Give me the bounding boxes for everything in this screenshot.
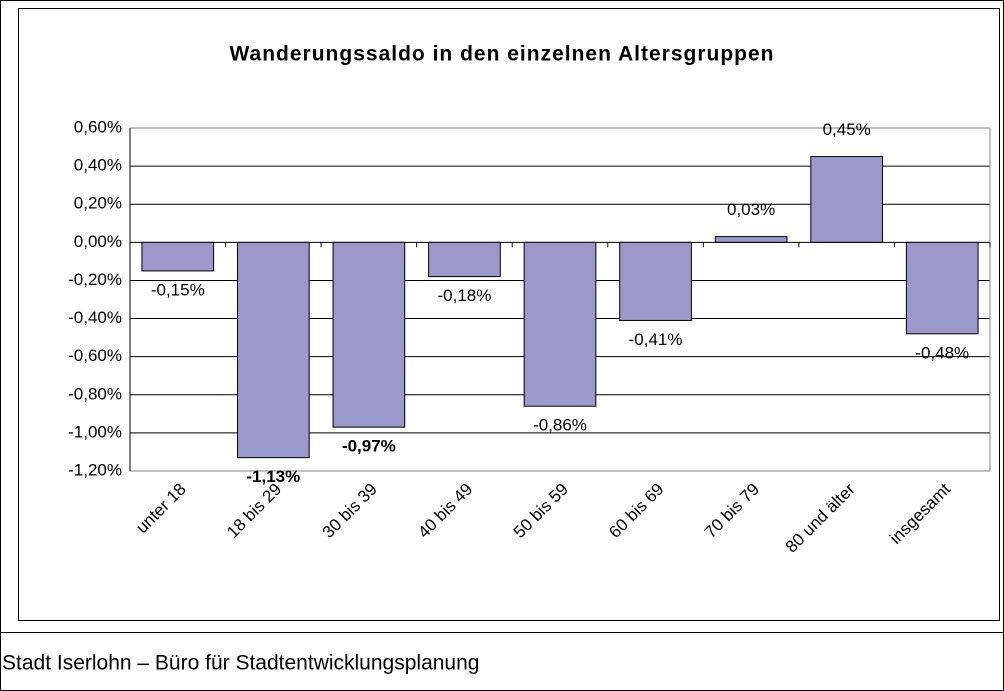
y-tick-label: 0,20% xyxy=(74,194,122,213)
bar xyxy=(810,156,883,243)
bar xyxy=(141,241,215,272)
y-tick-label: -1,20% xyxy=(68,460,122,479)
value-label: -1,13% xyxy=(246,467,300,486)
chart-frame xyxy=(18,8,1000,621)
y-tick-label: -0,20% xyxy=(68,270,122,289)
bar xyxy=(619,241,692,321)
value-label: -0,41% xyxy=(629,330,683,349)
chart-title: Wanderungssaldo in den einzelnen Altersg… xyxy=(230,43,775,66)
value-label: -0,18% xyxy=(438,286,492,305)
value-label: -0,15% xyxy=(151,280,205,299)
value-label: 0,45% xyxy=(823,120,871,139)
y-tick-label: 0,00% xyxy=(74,232,122,251)
footer: Stadt Iserlohn – Büro für Stadtentwicklu… xyxy=(2,652,479,675)
bar xyxy=(332,241,406,428)
bar xyxy=(523,241,597,407)
y-tick-label: 0,40% xyxy=(74,156,122,175)
y-tick-label: -0,40% xyxy=(68,308,122,327)
y-tick-label: -0,60% xyxy=(68,346,122,365)
bar xyxy=(237,241,310,459)
y-tick-label: -1,00% xyxy=(68,422,122,441)
value-label: -0,86% xyxy=(533,416,587,435)
value-label: -0,97% xyxy=(342,437,396,456)
value-label: 0,03% xyxy=(727,200,775,219)
bar xyxy=(428,241,501,278)
value-label: -0,48% xyxy=(915,343,969,362)
y-tick-label: 0,60% xyxy=(74,117,122,136)
bar xyxy=(714,236,788,243)
y-tick-label: -0,80% xyxy=(68,384,122,403)
bar xyxy=(905,241,979,335)
